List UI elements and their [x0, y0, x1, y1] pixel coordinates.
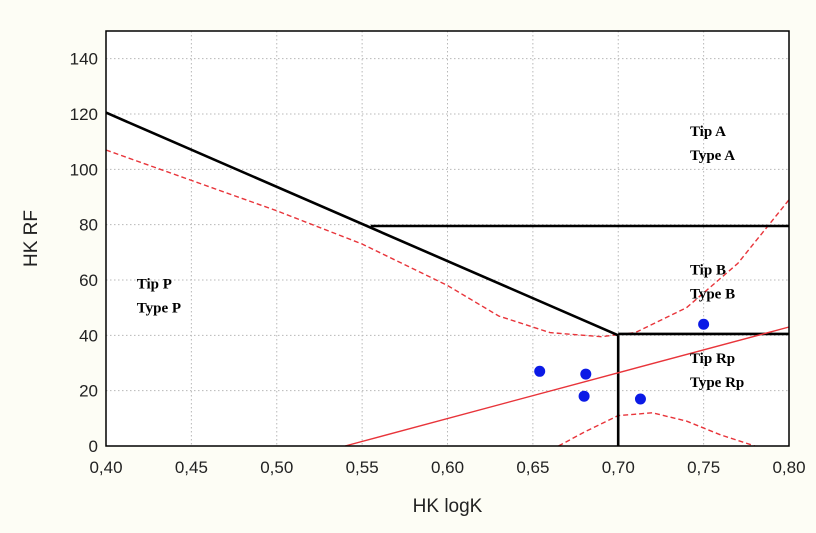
data-points	[534, 318, 710, 405]
confidence-band-line	[105, 149, 790, 338]
boundary-lines	[105, 111, 790, 447]
x-tick-label: 0,65	[516, 458, 549, 477]
y-tick-label: 40	[79, 326, 98, 345]
x-axis-title: HK logK	[413, 496, 483, 517]
region-labels: Tip A Type A Tip B Type B Tip P Type P Tip Rp T…	[137, 124, 745, 391]
y-tick-label: 20	[79, 382, 98, 401]
x-axis-ticks: 0,40 0,45 0,50 0,55 0,60 0,65 0,70 0,75 0,80	[89, 458, 805, 477]
plot-frame	[105, 30, 790, 447]
x-tick-label: 0,40	[89, 458, 122, 477]
regression-line	[344, 326, 790, 447]
region-label-line1: Tip P	[137, 276, 172, 292]
x-tick-label: 0,70	[602, 458, 635, 477]
y-tick-label: 100	[70, 160, 98, 179]
y-axis-ticks: 0 20 40 60 80 100 120 140	[70, 50, 98, 456]
region-label-line1: Tip A	[690, 124, 726, 140]
y-tick-label: 60	[79, 271, 98, 290]
region-label-line2: Type P	[137, 300, 181, 316]
data-point	[580, 368, 592, 380]
data-point	[634, 393, 646, 405]
boundary-line	[105, 111, 619, 337]
grid	[106, 31, 789, 446]
x-tick-label: 0,80	[772, 458, 805, 477]
region-label-line2: Type A	[690, 148, 735, 164]
y-tick-label: 80	[79, 216, 98, 235]
x-tick-label: 0,55	[346, 458, 379, 477]
region-label-line1: Tip B	[690, 262, 726, 278]
confidence-bands	[105, 149, 790, 447]
x-tick-label: 0,50	[260, 458, 293, 477]
region-label-line2: Type Rp	[690, 375, 744, 391]
y-tick-label: 140	[70, 50, 98, 69]
y-tick-label: 120	[70, 105, 98, 124]
region-label-line2: Type B	[690, 286, 735, 302]
x-tick-label: 0,60	[431, 458, 464, 477]
x-tick-label: 0,45	[175, 458, 208, 477]
x-tick-label: 0,75	[687, 458, 720, 477]
data-point	[698, 318, 710, 330]
data-point	[578, 390, 590, 402]
region-label-line1: Tip Rp	[690, 351, 735, 367]
data-point	[534, 365, 546, 377]
y-axis-title: HK RF	[21, 210, 42, 267]
y-tick-label: 0	[89, 437, 98, 456]
